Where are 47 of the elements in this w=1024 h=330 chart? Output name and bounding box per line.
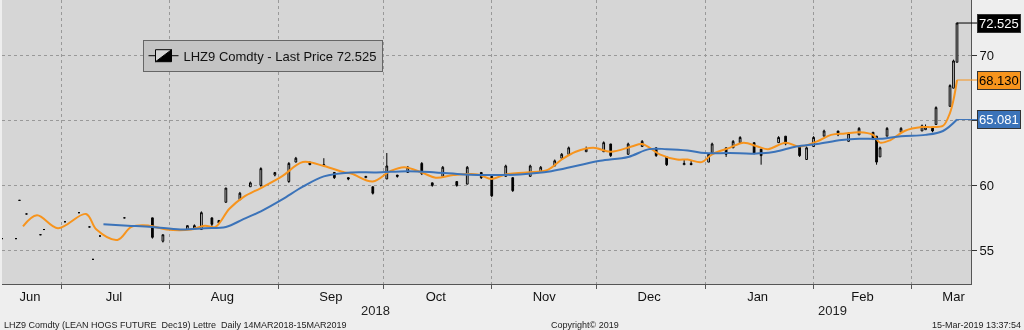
- candlestick: [364, 175, 368, 179]
- candlestick: [682, 159, 686, 166]
- candlestick: [161, 234, 165, 243]
- x-tick-label: Feb: [851, 288, 874, 304]
- x-tick-label: Aug: [210, 288, 234, 304]
- candlestick: [346, 177, 350, 181]
- candlestick: [822, 129, 826, 137]
- text: 15-Mar-2019 13:37:54: [932, 320, 1022, 330]
- candlestick: [259, 166, 263, 188]
- y-tick-label: 60: [979, 177, 995, 193]
- candlestick: [560, 152, 564, 159]
- annotation: 72.525: [979, 16, 1019, 31]
- text: 2018: [361, 303, 390, 318]
- candlestick: [567, 146, 571, 155]
- candlestick: [430, 182, 434, 188]
- candlestick: [193, 223, 196, 229]
- candlestick: [885, 126, 889, 137]
- x-tick-label: Mar: [942, 288, 966, 304]
- y-tick-label: 70: [979, 48, 995, 64]
- text: 2019: [818, 303, 847, 318]
- x-tick-label: Jan: [747, 288, 769, 304]
- candlestick: [249, 181, 252, 188]
- candlestick: [273, 171, 277, 177]
- candlestick: [224, 187, 228, 203]
- text: Copyright© 2019: [551, 320, 619, 330]
- y-tick-label: 55: [979, 242, 995, 258]
- x-tick-label: Jul: [105, 288, 123, 304]
- candlestick: [710, 142, 714, 154]
- candlestick: [689, 160, 693, 166]
- candlestick: [805, 146, 808, 161]
- candlestick: [777, 135, 780, 144]
- x-tick-label: Sep: [319, 288, 343, 304]
- annotation: 65.081: [979, 112, 1019, 127]
- x-tick-label: Dec: [637, 288, 662, 304]
- legend-label: LHZ9 Comdty - Last Price 72.525: [183, 48, 377, 64]
- candlestick: [210, 217, 214, 228]
- annotation: 68.130: [979, 73, 1019, 88]
- candlestick: [371, 186, 375, 196]
- x-tick-label: Nov: [532, 288, 557, 304]
- text: LHZ9 Comdty (LEAN HOGS FUTURE Dec19) Lettre Daily 14MAR2018-15MAR2019: [4, 320, 347, 330]
- candlestick: [490, 175, 494, 198]
- candlestick: [294, 156, 298, 163]
- x-tick-label: Oct: [425, 288, 447, 304]
- x-tick-label: Jun: [19, 288, 41, 304]
- candlestick: [934, 105, 938, 125]
- candlestick: [511, 177, 515, 193]
- candlestick: [455, 181, 459, 188]
